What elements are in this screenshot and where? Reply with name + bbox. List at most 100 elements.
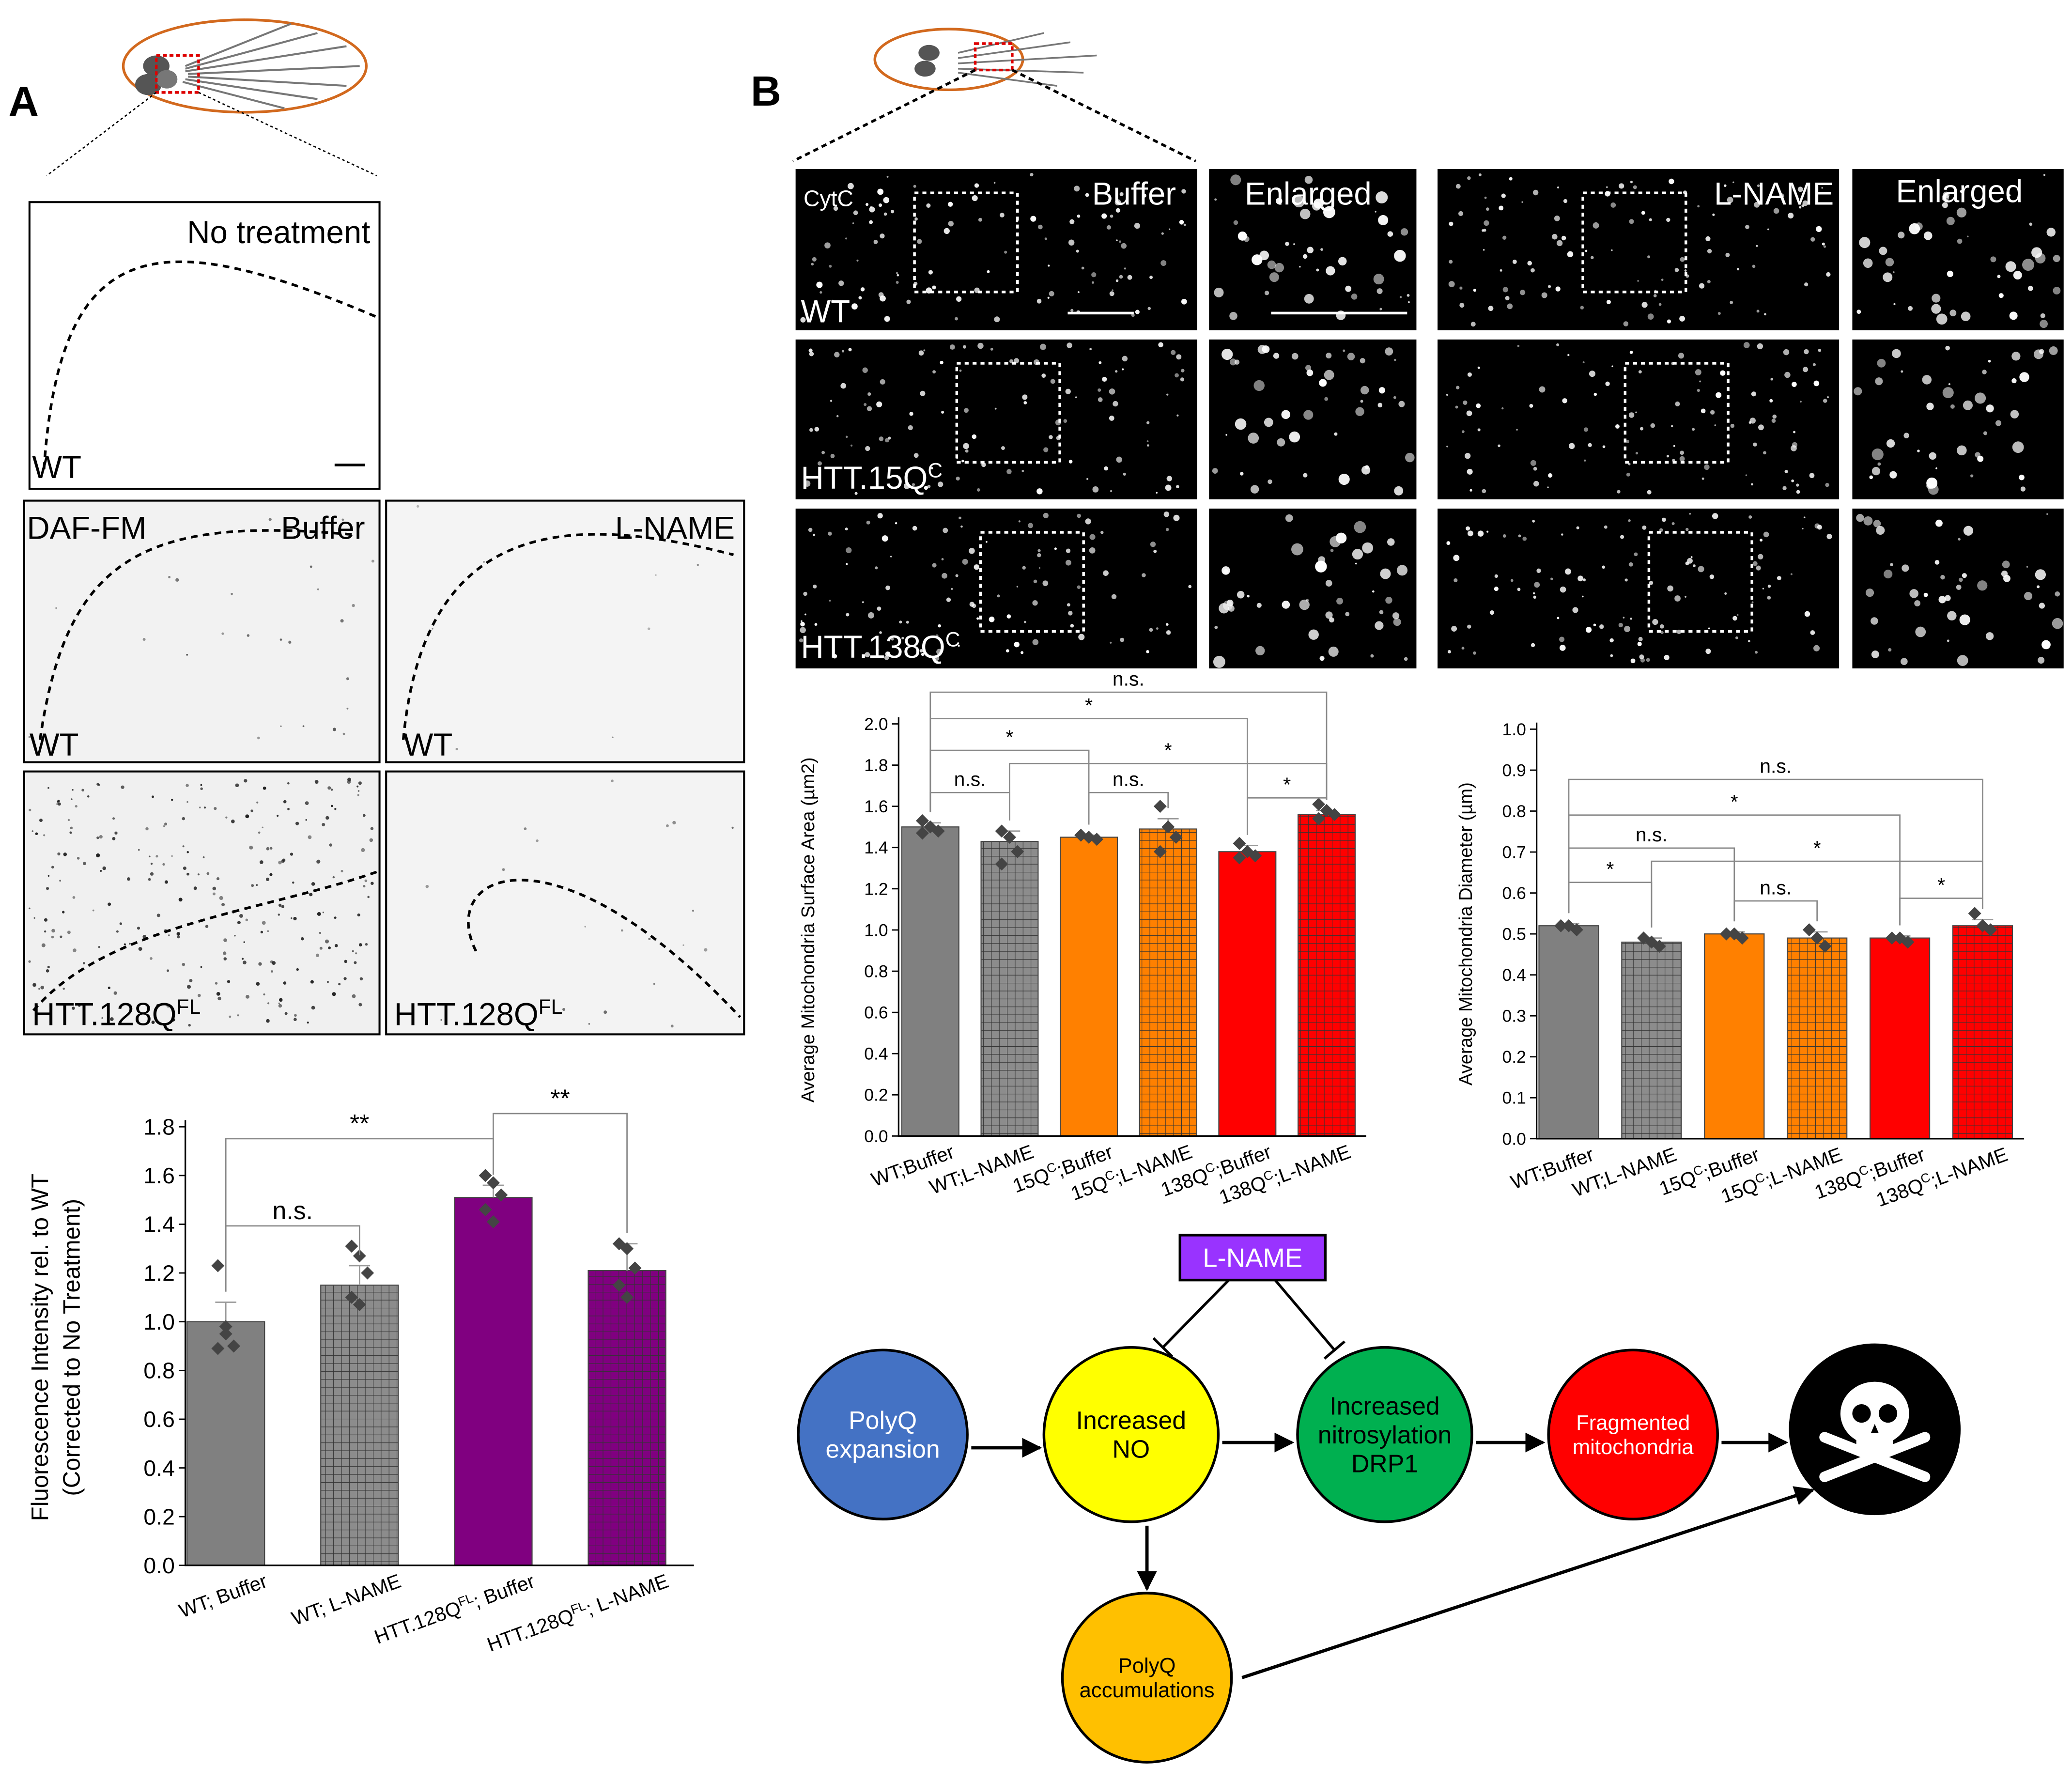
- speckle: [455, 747, 458, 751]
- speckle: [72, 1007, 75, 1010]
- speckle: [278, 1004, 282, 1008]
- speckle: [1557, 186, 1560, 189]
- speckle: [914, 217, 918, 221]
- speckle: [860, 287, 865, 292]
- y-tick-label: 0.6: [143, 1407, 174, 1432]
- speckle: [1751, 601, 1754, 604]
- y-tick-label: 1.2: [864, 879, 888, 899]
- speckle: [1214, 625, 1218, 629]
- speckle: [1063, 419, 1067, 423]
- speckle: [1747, 640, 1750, 643]
- speckle: [1536, 568, 1541, 573]
- data-point: [1653, 939, 1666, 953]
- significance-label: **: [350, 1109, 369, 1137]
- image-label: HTT.128QFL: [32, 995, 201, 1032]
- speckle: [334, 944, 338, 947]
- speckle: [858, 296, 862, 300]
- significance-label: *: [1731, 790, 1738, 813]
- speckle: [1756, 310, 1760, 313]
- speckle: [921, 652, 925, 656]
- speckle: [1609, 638, 1614, 643]
- speckle: [280, 725, 282, 728]
- speckle: [1456, 386, 1460, 389]
- speckle: [250, 809, 253, 812]
- speckle: [1602, 565, 1605, 569]
- speckle: [1956, 585, 1962, 590]
- speckle: [1758, 554, 1763, 559]
- speckle: [956, 296, 962, 302]
- y-tick-label: 1.0: [1502, 720, 1526, 739]
- speckle: [1892, 349, 1901, 358]
- speckle: [1630, 181, 1633, 184]
- speckle: [31, 830, 34, 832]
- speckle: [1757, 184, 1760, 187]
- speckle: [1563, 199, 1568, 203]
- speckle: [1758, 424, 1764, 431]
- speckle: [1173, 514, 1180, 521]
- speckle: [1089, 534, 1096, 540]
- speckle: [1036, 488, 1043, 495]
- speckle: [1560, 586, 1566, 593]
- speckle: [1016, 586, 1019, 588]
- speckle: [2026, 566, 2028, 568]
- speckle: [262, 826, 263, 828]
- speckle: [1068, 460, 1073, 464]
- bar: [1139, 828, 1197, 1137]
- significance-label: *: [1164, 739, 1172, 761]
- speckle: [145, 827, 149, 831]
- speckle: [1325, 580, 1332, 587]
- speckle: [1223, 569, 1229, 575]
- speckle: [216, 877, 220, 881]
- speckle: [356, 785, 359, 788]
- speckle: [1660, 631, 1664, 635]
- speckle: [1871, 466, 1881, 476]
- speckle: [229, 1015, 232, 1018]
- speckle: [2009, 311, 2018, 320]
- speckle: [1630, 618, 1632, 620]
- speckle: [1362, 542, 1374, 554]
- speckle: [1647, 255, 1651, 259]
- speckle: [1089, 348, 1092, 351]
- speckle: [1707, 279, 1711, 283]
- speckle: [1502, 287, 1508, 293]
- speckle: [1814, 523, 1820, 529]
- label-part: HTT.128Q: [484, 1604, 576, 1656]
- speckle: [1809, 473, 1815, 479]
- node-label: PolyQ: [849, 1406, 917, 1434]
- speckle: [325, 816, 329, 820]
- speckle: [2052, 618, 2063, 629]
- data-point: [1984, 923, 1997, 937]
- speckle: [294, 1018, 297, 1022]
- speckle: [346, 707, 349, 710]
- error-bar: [349, 1265, 371, 1286]
- inhibitor-label: L-NAME: [1203, 1243, 1302, 1272]
- speckle: [1334, 432, 1338, 436]
- speckle: [1642, 525, 1647, 530]
- speckle: [2046, 228, 2056, 237]
- speckle: [896, 281, 899, 284]
- speckle: [1121, 243, 1127, 249]
- speckle: [831, 299, 835, 303]
- speckle: [1554, 215, 1560, 221]
- speckle: [1584, 459, 1586, 462]
- speckle: [162, 863, 165, 866]
- data-point: [1885, 931, 1899, 945]
- speckle: [1863, 258, 1873, 268]
- speckle: [269, 873, 273, 876]
- micrograph: [795, 169, 1197, 330]
- speckle: [1023, 620, 1026, 623]
- speckle: [2009, 194, 2011, 197]
- speckle: [1813, 645, 1820, 651]
- speckle: [1478, 173, 1482, 177]
- node: [1296, 1346, 1473, 1523]
- speckle: [1181, 189, 1186, 194]
- y-tick-label: 0.2: [143, 1504, 174, 1529]
- data-point: [1249, 849, 1262, 863]
- speckle: [325, 939, 329, 944]
- speckle: [834, 352, 840, 357]
- speckle: [812, 257, 817, 262]
- speckle: [1623, 617, 1625, 619]
- speckle: [197, 873, 200, 876]
- data-point: [345, 1240, 358, 1253]
- speckle: [1302, 254, 1308, 259]
